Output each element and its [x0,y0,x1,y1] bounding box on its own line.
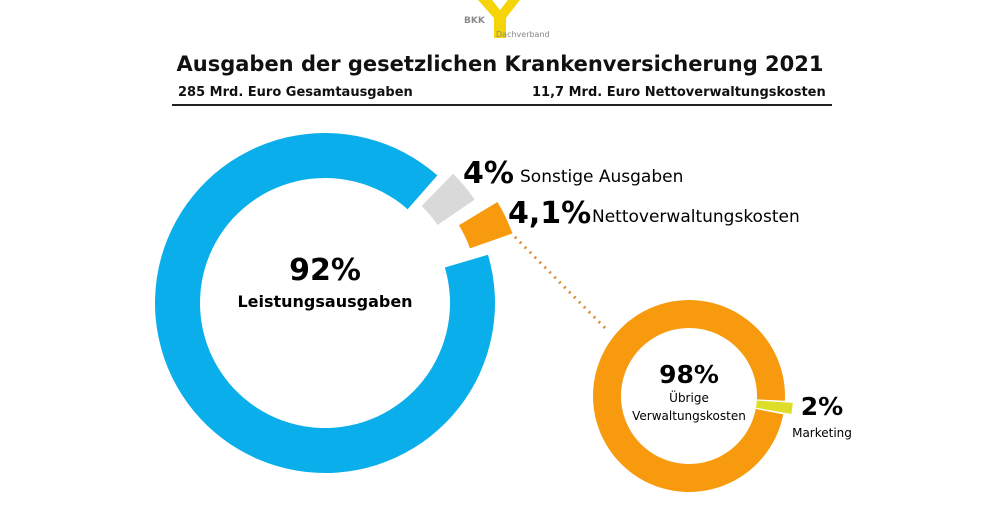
total-slice-nettoverwaltungskosten [458,201,513,249]
donut-admin [593,299,793,492]
label-value-sonstige: 4% [463,156,514,191]
donut-total [154,133,513,474]
label-name-marketing: Marketing [792,426,852,440]
label-value-uebrige: 98% [659,360,719,389]
logo-text: BKK [464,16,485,26]
subtitle-total: 285 Mrd. Euro Gesamtausgaben [178,85,413,100]
logo-subtitle: Dachverband [496,30,550,39]
label-name-uebrige-line1: Übrige [669,389,709,405]
admin-slice-marketing [755,400,793,415]
label-name-sonstige: Sonstige Ausgaben [520,167,683,187]
bkk-logo [478,0,520,38]
title-divider [172,104,832,106]
total-slice-sonstige-ausgaben [421,173,475,225]
connector-dotted-line [508,230,609,332]
label-value-netto: 4,1% [508,196,591,231]
chart-title: Ausgaben der gesetzlichen Krankenversich… [176,52,824,76]
subtitle-admin: 11,7 Mrd. Euro Nettoverwaltungskosten [532,85,826,100]
label-value-leistung: 92% [289,253,361,288]
label-name-uebrige-line2: Verwaltungskosten [632,409,746,423]
label-value-marketing: 2% [801,392,843,421]
label-name-netto: Nettoverwaltungskosten [592,207,800,227]
label-name-leistung: Leistungsausgaben [237,292,412,311]
